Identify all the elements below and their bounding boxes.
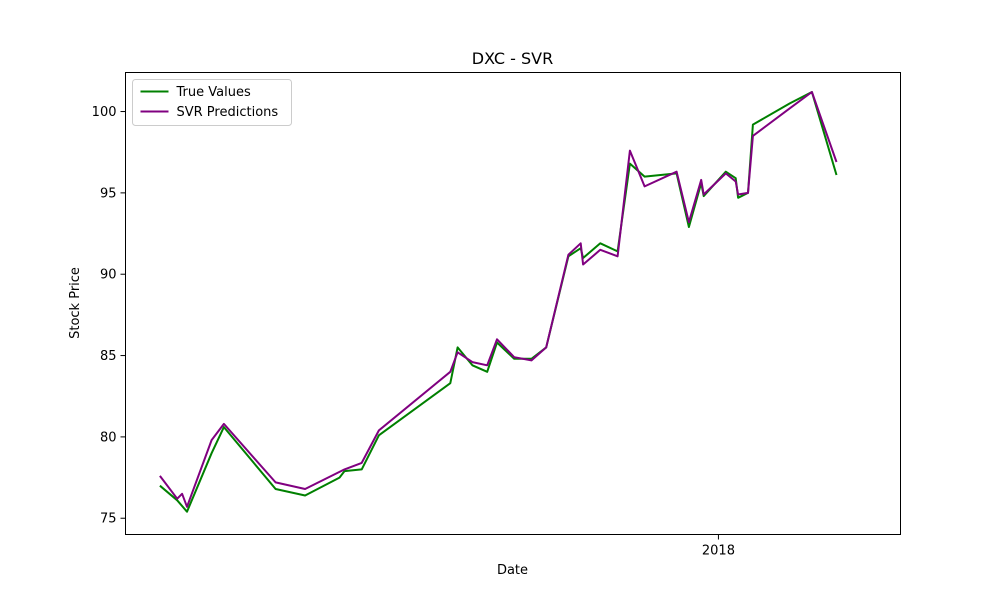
x-tick-label: 2018 bbox=[702, 544, 735, 559]
series-line-0 bbox=[159, 91, 838, 513]
y-tick-label: 85 bbox=[100, 349, 117, 364]
y-axis-label: Stock Price bbox=[68, 267, 83, 339]
y-tick-label: 100 bbox=[92, 105, 117, 120]
chart-title: DXC - SVR bbox=[472, 49, 553, 68]
series-layer bbox=[159, 91, 838, 513]
y-tick-label: 95 bbox=[100, 186, 117, 201]
plot-area bbox=[125, 72, 901, 535]
y-tick-label: 75 bbox=[100, 512, 117, 527]
legend-label-0: True Values bbox=[176, 85, 251, 100]
y-tick-label: 90 bbox=[100, 268, 117, 283]
y-tick-label: 80 bbox=[100, 430, 117, 445]
legend-label-1: SVR Predictions bbox=[177, 105, 279, 120]
series-line-1 bbox=[159, 91, 838, 508]
legend-box bbox=[132, 79, 292, 126]
legend: True Values SVR Predictions bbox=[132, 79, 292, 126]
x-axis-label: Date bbox=[497, 563, 528, 578]
x-axis: 2018 bbox=[702, 534, 735, 559]
y-axis: 75 80 85 90 95 100 bbox=[92, 105, 126, 527]
